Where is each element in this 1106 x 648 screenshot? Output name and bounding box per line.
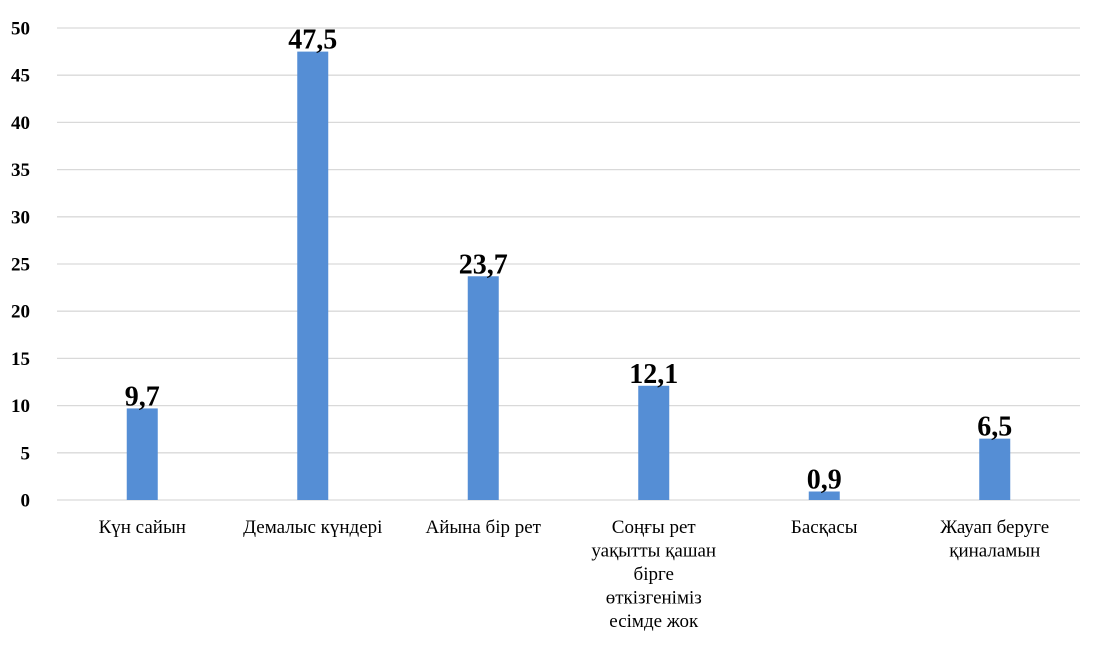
x-tick-label: Басқасы xyxy=(791,517,858,538)
x-tick-label-line: уақытты қашан xyxy=(591,541,716,562)
y-tick-label: 45 xyxy=(11,66,30,87)
x-axis-ticks: Күн сайын Демалыс күндері Айына бір рет Соң… xyxy=(99,517,1050,632)
y-tick-label: 20 xyxy=(11,302,30,323)
x-tick-label-line: Басқасы xyxy=(791,517,858,538)
y-tick-label: 5 xyxy=(21,443,31,464)
data-labels: 9,7 47,5 23,7 12,1 0,9 6,5 xyxy=(125,25,1013,496)
y-tick-label: 25 xyxy=(11,255,30,276)
bar xyxy=(638,385,670,500)
x-tick-label-line: Демалыс күндері xyxy=(243,517,382,538)
data-label: 47,5 xyxy=(288,25,337,56)
y-tick-label: 0 xyxy=(21,491,31,512)
x-tick-label: Соңғы рет уақытты қашан бірге өткізгеніміз е… xyxy=(591,517,716,632)
y-tick-label: 40 xyxy=(11,113,30,134)
x-tick-label: Жауап беруге қиналамын xyxy=(940,517,1049,562)
gridlines xyxy=(57,27,1080,501)
x-tick-label-line: бірге xyxy=(634,564,674,585)
x-tick-label: Күн сайын xyxy=(99,517,186,538)
y-tick-label: 30 xyxy=(11,207,30,228)
x-tick-label: Айына бір рет xyxy=(426,517,542,538)
x-tick-label-line: Жауап беруге xyxy=(940,517,1049,538)
x-tick-label-line: қиналамын xyxy=(949,541,1040,562)
bar xyxy=(126,408,158,500)
y-tick-label: 35 xyxy=(11,160,30,181)
bar xyxy=(979,438,1011,500)
x-tick-label-line: есімде жок xyxy=(609,611,699,632)
y-tick-label: 50 xyxy=(11,19,30,40)
data-label: 6,5 xyxy=(977,412,1012,443)
bar xyxy=(467,276,499,500)
bar xyxy=(808,491,840,500)
y-tick-label: 15 xyxy=(11,349,30,370)
bars xyxy=(126,51,1011,500)
data-label: 0,9 xyxy=(807,465,842,496)
data-label: 9,7 xyxy=(125,381,160,412)
x-tick-label-line: Айына бір рет xyxy=(426,517,542,538)
data-label: 12,1 xyxy=(629,359,678,390)
y-axis-ticks: 0 5 10 15 20 25 30 35 40 45 50 xyxy=(11,19,30,512)
y-tick-label: 10 xyxy=(11,396,30,417)
x-tick-label-line: өткізгеніміз xyxy=(606,588,702,609)
data-label: 23,7 xyxy=(459,249,508,280)
x-tick-label-line: Соңғы рет xyxy=(612,517,697,538)
bar xyxy=(297,51,329,500)
x-tick-label: Демалыс күндері xyxy=(243,517,382,538)
x-tick-label-line: Күн сайын xyxy=(99,517,186,538)
